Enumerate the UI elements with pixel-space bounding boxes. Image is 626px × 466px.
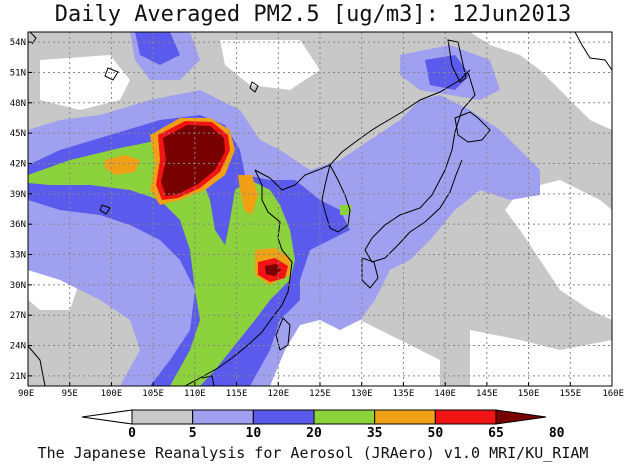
lon-tick-label: 140E (434, 389, 456, 399)
colorbar-label: 20 (306, 426, 322, 441)
colorbar-swatch (252, 409, 315, 425)
lat-tick-label: 24N (10, 342, 26, 352)
coastline-kyushu (361, 257, 379, 289)
field-over-80-b (265, 264, 281, 276)
colorbar-low-triangle (81, 409, 133, 425)
lon-tick-label: 120E (267, 389, 289, 399)
coastline-japan (364, 71, 476, 263)
lake-baikal (104, 67, 119, 81)
colorbar-label: 80 (549, 426, 565, 441)
lat-tick-label: 39N (10, 190, 26, 200)
lon-tick-label: 115E (226, 389, 248, 399)
lat-tick-label: 51N (10, 68, 26, 78)
lat-tick-label: 21N (10, 372, 26, 382)
lon-tick-label: 145E (476, 389, 498, 399)
field-low-east (505, 180, 612, 320)
lat-tick-label: 30N (10, 281, 26, 291)
lake-small-1 (249, 81, 259, 93)
lon-tick-label: 130E (351, 389, 373, 399)
latitude-ticks: 54N 51N 48N 45N 42N 39N 36N 33N 30N 27N 24N 21N (10, 38, 32, 382)
coastline-korea (321, 163, 351, 233)
longitude-ticks: 90E 95E 100E 105E 110E 115E 120E 125E 130E 135E 14… (18, 382, 624, 399)
colorbar-swatch (374, 409, 436, 425)
lon-tick-label: 155E (559, 389, 581, 399)
lat-tick-label: 45N (10, 129, 26, 139)
colorbar-label: 35 (367, 426, 383, 441)
lon-tick-label: 125E (309, 389, 331, 399)
lon-tick-label: 100E (101, 389, 123, 399)
colorbar-label: 5 (189, 426, 197, 441)
field-low-southeast (470, 330, 612, 386)
coastline-taiwan (275, 317, 291, 351)
coastline-asia-east (254, 69, 471, 191)
field-35-50 (28, 140, 295, 386)
lat-tick-label: 48N (10, 99, 26, 109)
coastline-indochina (28, 345, 46, 386)
field-over-80-a (161, 125, 225, 196)
field-low-northwest-2 (220, 40, 320, 90)
colorbar-swatch (313, 409, 376, 425)
map-title: Daily Averaged PM2.5 [ug/m3]: 12Jun2013 (54, 2, 572, 27)
coastlines (28, 32, 612, 386)
field-20-35-north (135, 32, 180, 65)
lat-tick-label: 33N (10, 251, 26, 261)
lon-tick-label: 110E (184, 389, 206, 399)
field-50-65-c (238, 175, 258, 215)
colorbar-label: 65 (488, 426, 504, 441)
field-low-north (470, 32, 612, 130)
colorbar-swatch (192, 409, 254, 425)
lon-tick-label: 90E (18, 389, 34, 399)
colorbar-high-triangle (495, 409, 547, 425)
lon-tick-label: 105E (142, 389, 164, 399)
colorbar-label: 50 (428, 426, 444, 441)
coastline-kamchatka (574, 32, 612, 71)
coastline-hokkaido (454, 111, 491, 143)
colorbar-swatch (131, 409, 194, 425)
lat-tick-label: 54N (10, 38, 26, 48)
lon-tick-label: 150E (518, 389, 540, 399)
grid-lines (28, 32, 612, 386)
lon-tick-label: 135E (393, 389, 415, 399)
colorbar: 0 5 10 20 35 50 65 80 (81, 409, 565, 441)
lat-tick-label: 36N (10, 220, 26, 230)
colorbar-swatch (434, 409, 497, 425)
lon-tick-label: 160E (602, 389, 624, 399)
footer-credit: The Japanese Reanalysis for Aerosol (JRA… (37, 444, 589, 462)
lat-tick-label: 42N (10, 159, 26, 169)
lon-tick-label: 95E (62, 389, 78, 399)
colorbar-label: 0 (128, 426, 136, 441)
coastline-hainan (201, 375, 215, 386)
lat-tick-label: 27N (10, 311, 26, 321)
lake-small-2 (99, 204, 111, 215)
colorbar-label: 10 (246, 426, 262, 441)
field-50-65-a (105, 155, 140, 175)
